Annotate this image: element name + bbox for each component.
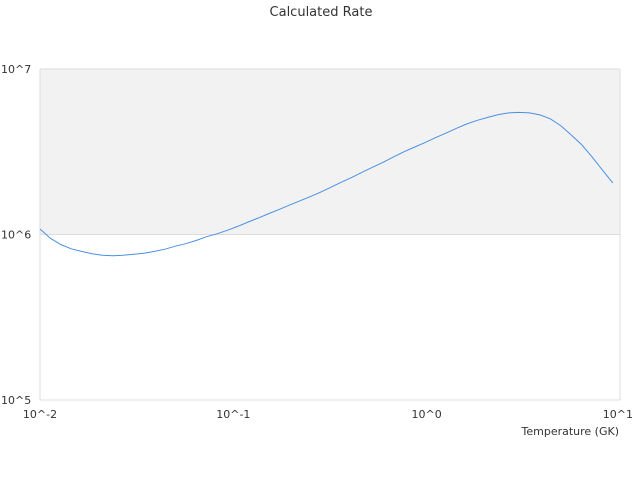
x-tick-label: 10^1 xyxy=(603,408,633,421)
x-tick-label: 10^-1 xyxy=(216,408,250,421)
y-tick-label: 10^5 xyxy=(1,394,31,407)
gridlines xyxy=(39,68,621,401)
y-tick-label: 10^6 xyxy=(1,229,31,242)
y-tick-label: 10^7 xyxy=(1,63,31,76)
x-axis-label: Temperature (GK) xyxy=(521,425,620,438)
plot-band-upper xyxy=(40,69,620,235)
chart-title: Calculated Rate xyxy=(270,5,373,20)
x-tick-label: 10^0 xyxy=(412,408,442,421)
tick-labels: 10^5 10^6 10^7 10^-2 10^-1 10^0 10^1 xyxy=(1,63,633,421)
series-line xyxy=(39,111,614,257)
x-tick-label: 10^-2 xyxy=(23,408,57,421)
